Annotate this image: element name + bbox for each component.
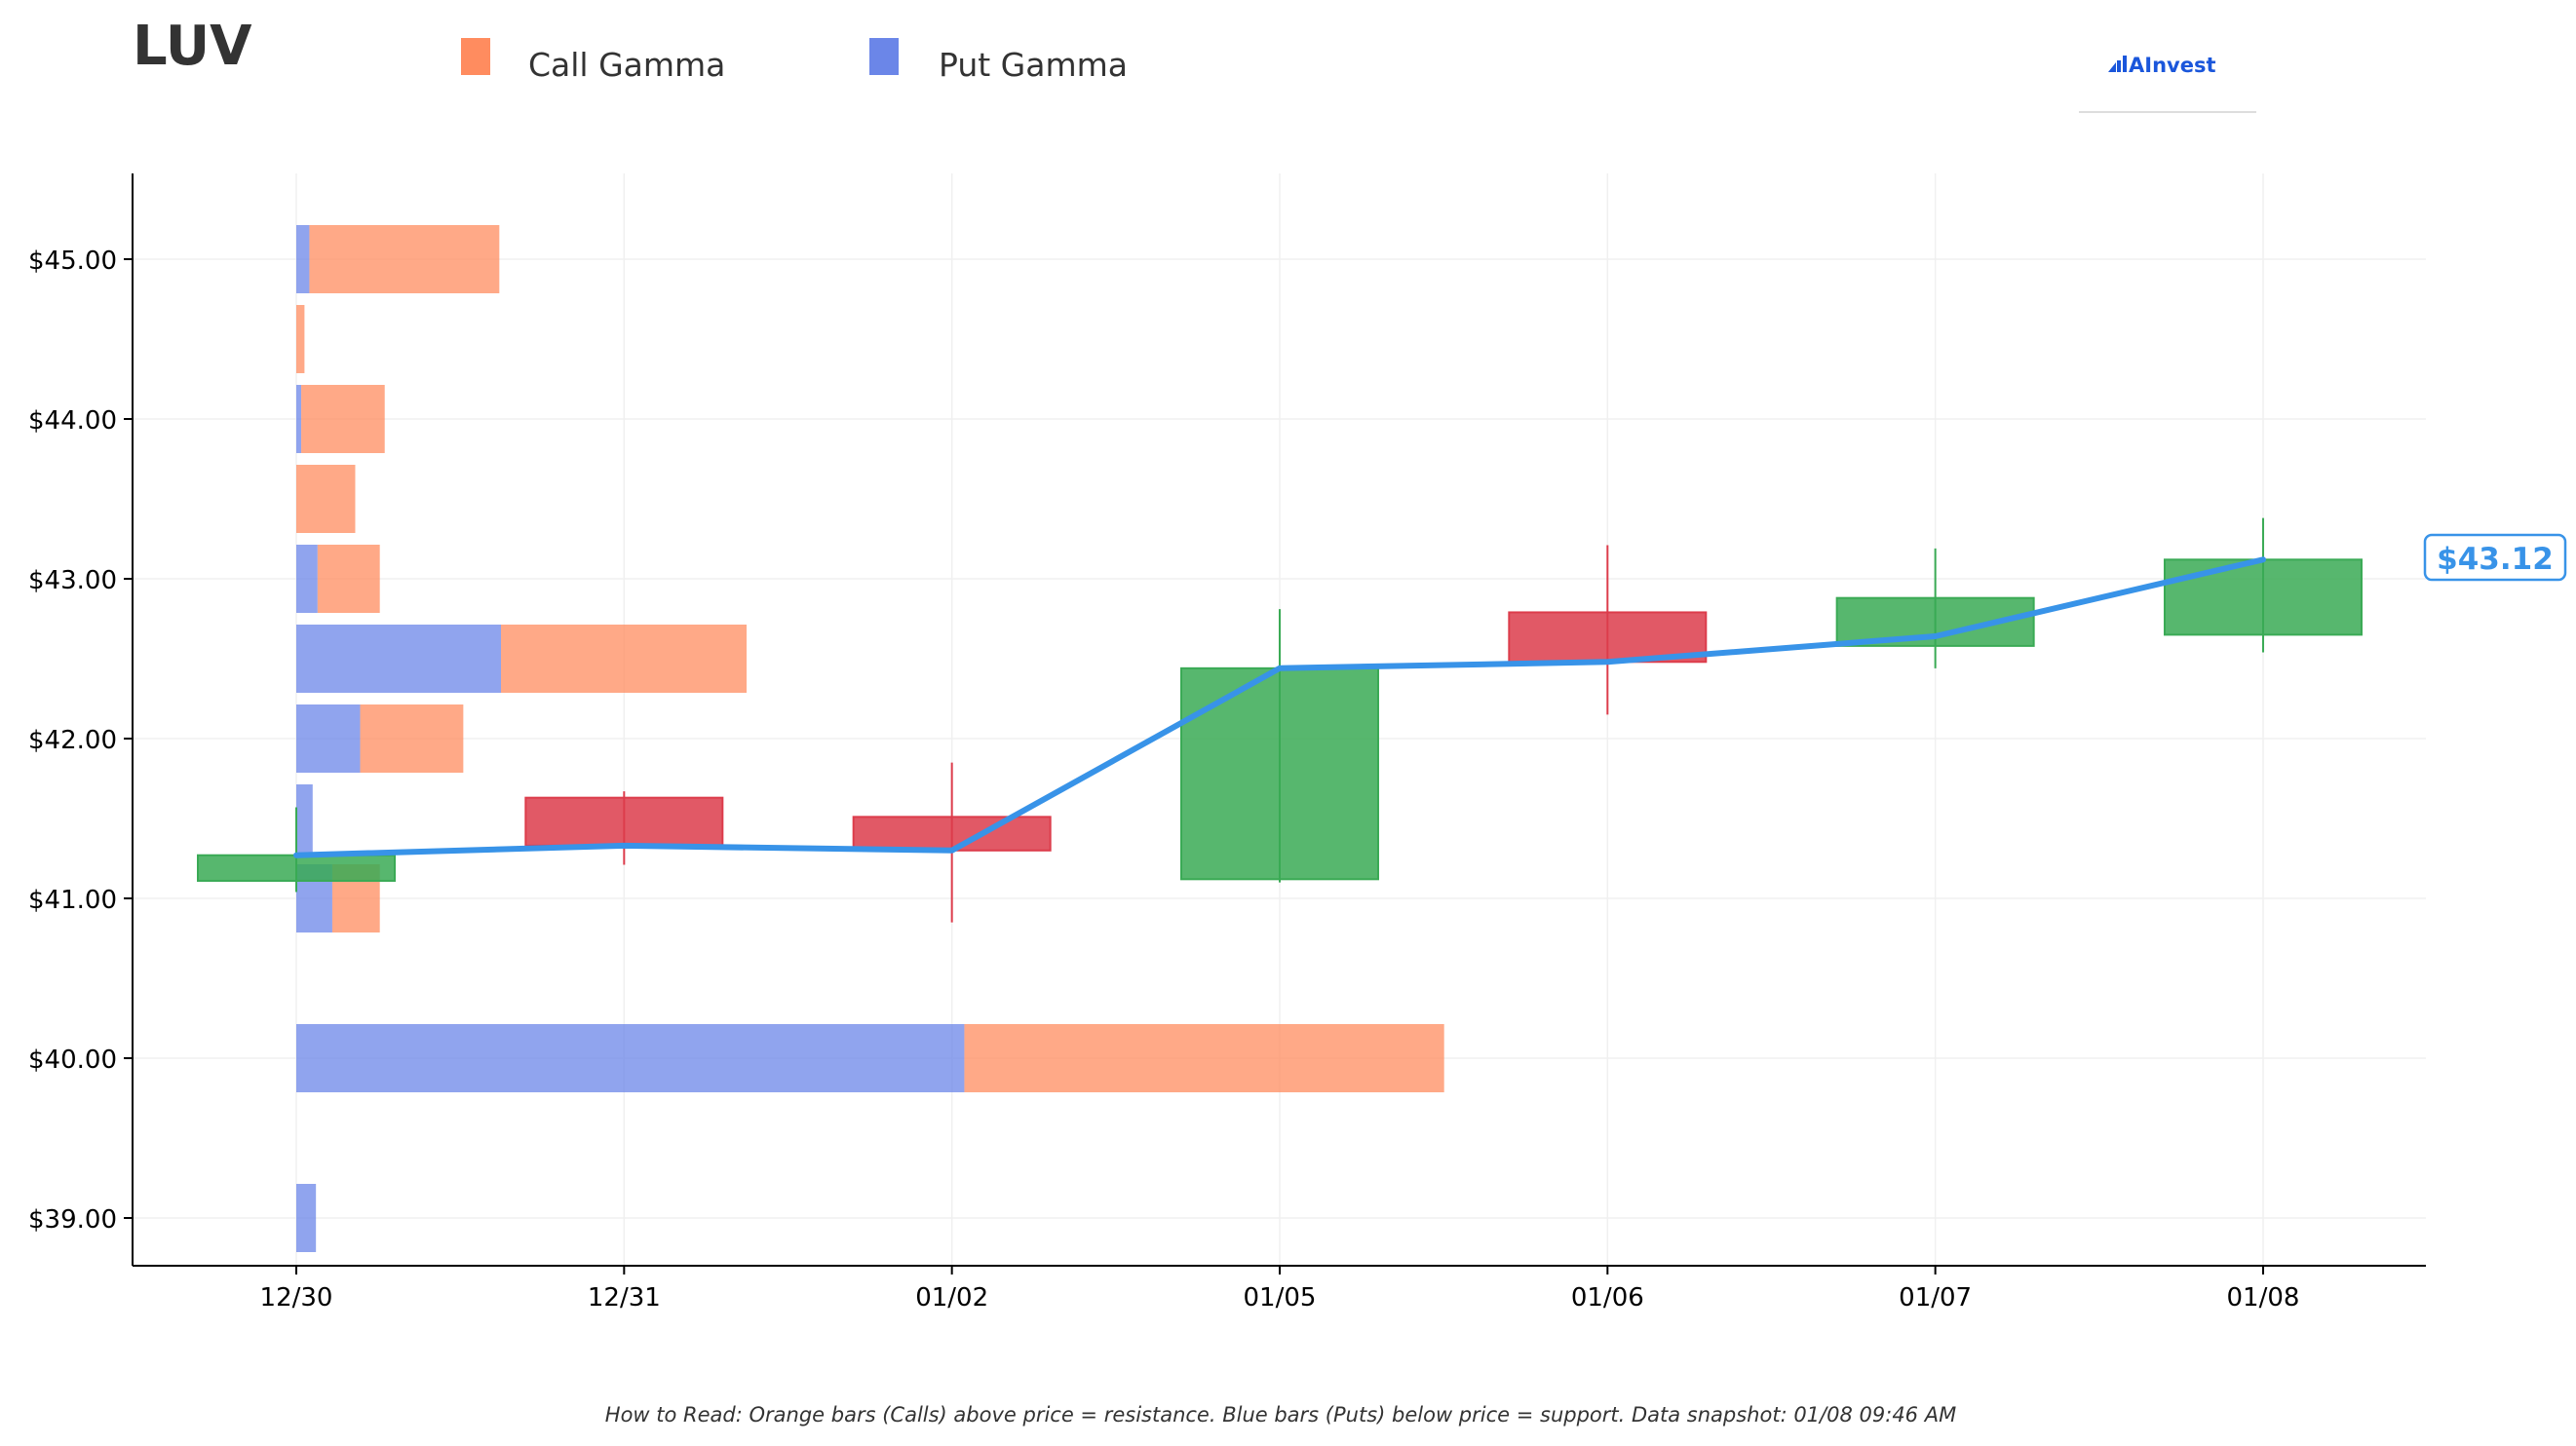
x-tick-label: 01/05 bbox=[1244, 1283, 1317, 1313]
chart-bars-icon bbox=[2108, 56, 2127, 72]
call-gamma-legend-swatch bbox=[461, 38, 490, 75]
put-gamma-legend-label: Put Gamma bbox=[939, 46, 1128, 84]
y-tick-label: $43.00 bbox=[28, 566, 117, 595]
call-gamma-bar bbox=[296, 465, 356, 533]
x-tick-label: 01/07 bbox=[1899, 1283, 1972, 1313]
call-gamma-bar bbox=[301, 385, 385, 453]
put-gamma-bar bbox=[296, 385, 302, 453]
y-tick-label: $40.00 bbox=[28, 1046, 117, 1075]
call-gamma-bar bbox=[309, 225, 500, 293]
put-gamma-bar bbox=[296, 545, 318, 613]
put-gamma-bar bbox=[296, 1024, 965, 1092]
put-gamma-bar bbox=[296, 1184, 317, 1252]
x-tick-label: 12/31 bbox=[588, 1283, 661, 1313]
call-gamma-bar bbox=[501, 625, 747, 693]
y-tick-label: $42.00 bbox=[28, 726, 117, 755]
put-gamma-bar bbox=[296, 704, 361, 773]
logo-text: AInvest bbox=[2129, 54, 2216, 77]
axes: $39.00 $40.00 $41.00 $42.00 $43.00 $44.00 $45.… bbox=[28, 173, 2426, 1313]
candle-body bbox=[197, 854, 396, 882]
x-tick-label: 01/06 bbox=[1571, 1283, 1644, 1313]
candle-body bbox=[852, 816, 1052, 852]
footer-note: How to Read: Orange bars (Calls) above p… bbox=[605, 1403, 1956, 1427]
y-tick-label: $39.00 bbox=[28, 1205, 117, 1235]
ticker-title: LUV bbox=[133, 15, 252, 78]
gamma-bars bbox=[296, 225, 1444, 1252]
call-gamma-bar bbox=[317, 545, 380, 613]
price-tag-box bbox=[2423, 533, 2567, 582]
x-tick-label: 01/02 bbox=[915, 1283, 988, 1313]
call-gamma-bar bbox=[964, 1024, 1444, 1092]
price-line bbox=[293, 556, 2266, 858]
y-tick-label: $44.00 bbox=[28, 406, 117, 436]
put-gamma-legend-swatch bbox=[869, 38, 899, 75]
price-tag-value: $43.12 bbox=[2437, 542, 2554, 577]
put-gamma-bar bbox=[296, 784, 313, 853]
legend: Call Gamma Put Gamma bbox=[461, 38, 1128, 84]
y-tick-label: $45.00 bbox=[28, 247, 117, 276]
candle-body bbox=[1508, 611, 1708, 664]
price-line-layer bbox=[293, 556, 2266, 858]
call-gamma-legend-label: Call Gamma bbox=[528, 46, 725, 84]
put-gamma-bar bbox=[296, 225, 310, 293]
current-price-tag: $43.12 bbox=[2423, 533, 2567, 582]
call-gamma-bar bbox=[360, 704, 464, 773]
put-gamma-bar bbox=[296, 625, 501, 693]
y-tick-label: $41.00 bbox=[28, 886, 117, 915]
x-tick-label: 12/30 bbox=[260, 1283, 333, 1313]
ainvest-logo: AInvest bbox=[2079, 54, 2256, 113]
call-gamma-bar bbox=[296, 305, 305, 373]
candle-body bbox=[2163, 558, 2363, 636]
x-tick-label: 01/08 bbox=[2227, 1283, 2300, 1313]
candle-body bbox=[524, 796, 724, 847]
candle-body bbox=[1179, 666, 1379, 881]
